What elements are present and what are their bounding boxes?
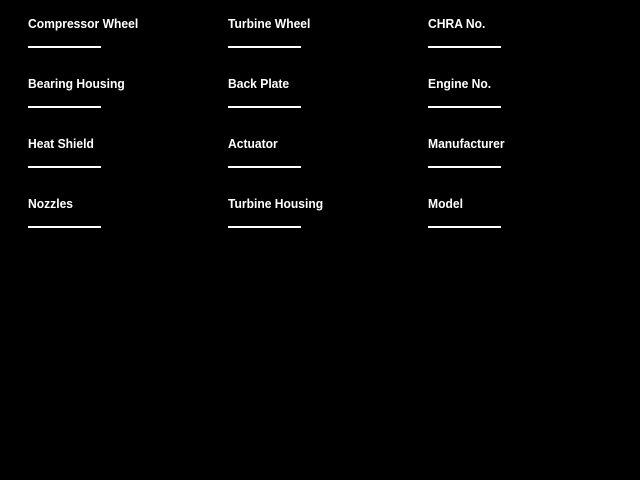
- field-write-in-rule[interactable]: [28, 226, 101, 228]
- field-label: Compressor Wheel: [28, 16, 139, 31]
- field-bearing-housing[interactable]: Bearing Housing: [28, 76, 228, 136]
- field-compressor-wheel[interactable]: Compressor Wheel: [28, 16, 228, 76]
- field-write-in-rule[interactable]: [228, 46, 301, 48]
- field-write-in-rule[interactable]: [228, 226, 301, 228]
- field-label: CHRA No.: [428, 16, 486, 31]
- field-write-in-rule[interactable]: [28, 106, 101, 108]
- field-grid: Compressor Wheel Turbine Wheel CHRA No. …: [28, 16, 612, 256]
- field-chra-no[interactable]: CHRA No.: [428, 16, 628, 76]
- field-write-in-rule[interactable]: [28, 46, 101, 48]
- field-manufacturer[interactable]: Manufacturer: [428, 136, 628, 196]
- field-actuator[interactable]: Actuator: [228, 136, 428, 196]
- field-turbine-housing[interactable]: Turbine Housing: [228, 196, 428, 256]
- field-label: Actuator: [228, 136, 278, 151]
- field-back-plate[interactable]: Back Plate: [228, 76, 428, 136]
- field-write-in-rule[interactable]: [428, 226, 501, 228]
- field-label: Turbine Housing: [228, 196, 324, 211]
- field-write-in-rule[interactable]: [428, 46, 501, 48]
- field-label: Nozzles: [28, 196, 74, 211]
- field-label: Turbine Wheel: [228, 16, 311, 31]
- field-label: Heat Shield: [28, 136, 94, 151]
- field-write-in-rule[interactable]: [228, 106, 301, 108]
- field-heat-shield[interactable]: Heat Shield: [28, 136, 228, 196]
- field-write-in-rule[interactable]: [428, 106, 501, 108]
- field-turbine-wheel[interactable]: Turbine Wheel: [228, 16, 428, 76]
- field-nozzles[interactable]: Nozzles: [28, 196, 228, 256]
- field-label: Bearing Housing: [28, 76, 125, 91]
- field-label: Manufacturer: [428, 136, 505, 151]
- field-label: Engine No.: [428, 76, 492, 91]
- field-write-in-rule[interactable]: [28, 166, 101, 168]
- field-write-in-rule[interactable]: [228, 166, 301, 168]
- field-engine-no[interactable]: Engine No.: [428, 76, 628, 136]
- field-model[interactable]: Model: [428, 196, 628, 256]
- field-label: Back Plate: [228, 76, 290, 91]
- field-label: Model: [428, 196, 463, 211]
- field-write-in-rule[interactable]: [428, 166, 501, 168]
